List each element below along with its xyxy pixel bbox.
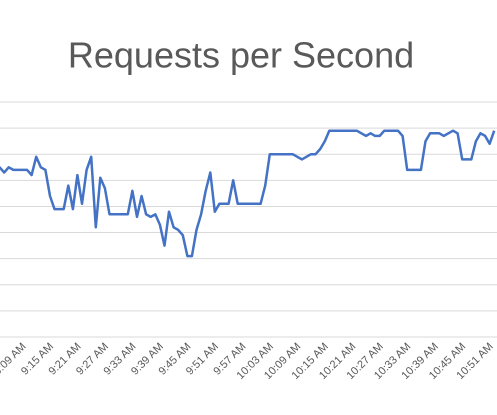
data-line <box>0 129 496 258</box>
chart-title: Requests per Second <box>68 35 414 76</box>
